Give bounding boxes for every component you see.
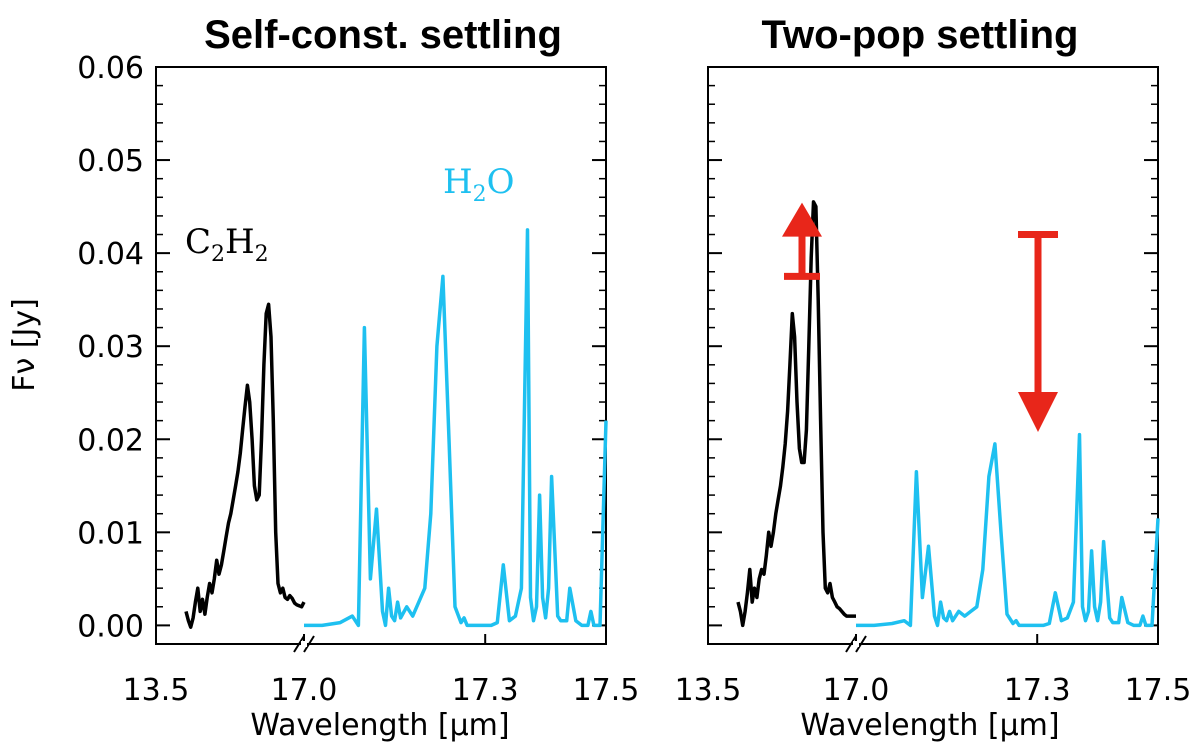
y-tick-label: 0.00 xyxy=(77,609,144,644)
x-tick-label: 17.3 xyxy=(1004,673,1071,708)
axis-break-gap xyxy=(301,641,307,647)
h2o-letter-o: O xyxy=(487,162,515,202)
c2h2-letter-h: H xyxy=(225,222,255,262)
x-tick-label: 17.5 xyxy=(1125,673,1192,708)
arrow-up-head xyxy=(782,202,822,237)
axis-break-gap xyxy=(853,641,859,647)
y-tick-label: 0.03 xyxy=(77,330,144,365)
left-panel-title: Self-const. settling xyxy=(204,13,562,57)
axis-break-mark xyxy=(293,635,305,653)
h2o-subscript: 2 xyxy=(473,182,487,207)
right-panel-title: Two-pop settling xyxy=(762,13,1079,57)
axis-break-mark xyxy=(303,635,315,653)
axis-break-mark xyxy=(845,635,857,653)
y-tick-label: 0.06 xyxy=(77,51,144,86)
x-tick-label: 17.5 xyxy=(573,673,640,708)
left-axis-ticks: 0.00 0.01 0.02 0.03 0.04 0.05 0.06 13.5 17.0 17.3… xyxy=(77,51,639,708)
right-spectra xyxy=(736,200,1160,628)
x-tick-label: 13.5 xyxy=(675,673,742,708)
c2h2-subscript-2: 2 xyxy=(255,242,269,267)
left-x-axis-label: Wavelength [μm] xyxy=(250,708,509,743)
y-tick-label: 0.05 xyxy=(77,144,144,179)
right-axis-ticks: 13.5 17.0 17.3 17.5 xyxy=(675,66,1192,708)
y-tick-label: 0.01 xyxy=(77,516,144,551)
x-tick-label: 13.5 xyxy=(123,673,190,708)
spectrum-line-c2h2 xyxy=(736,200,856,628)
spectrum-line-h2o xyxy=(856,432,1160,628)
left-spectra xyxy=(184,228,608,629)
spectrum-line-h2o xyxy=(304,228,608,628)
x-tick-label: 17.0 xyxy=(271,673,338,708)
h2o-letter-h: H xyxy=(443,162,473,202)
x-tick-label: 17.0 xyxy=(823,673,890,708)
c2h2-letter-c: C xyxy=(185,222,211,262)
arrow-down-head xyxy=(1018,391,1058,432)
y-tick-label: 0.04 xyxy=(77,237,144,272)
c2h2-subscript-1: 2 xyxy=(211,242,225,267)
c2h2-annotation: C2H2 xyxy=(185,222,269,267)
left-plot-frame xyxy=(155,66,607,645)
right-x-axis-label: Wavelength [μm] xyxy=(800,708,1059,743)
axis-break-mark xyxy=(855,635,867,653)
y-axis-label: Fν [Jy] xyxy=(7,298,42,392)
y-tick-label: 0.02 xyxy=(77,423,144,458)
x-tick-label: 17.3 xyxy=(452,673,519,708)
h2o-annotation: H2O xyxy=(443,162,515,207)
right-plot-frame xyxy=(707,66,1159,645)
spectrum-line-c2h2 xyxy=(184,302,306,629)
change-arrows xyxy=(782,202,1058,432)
